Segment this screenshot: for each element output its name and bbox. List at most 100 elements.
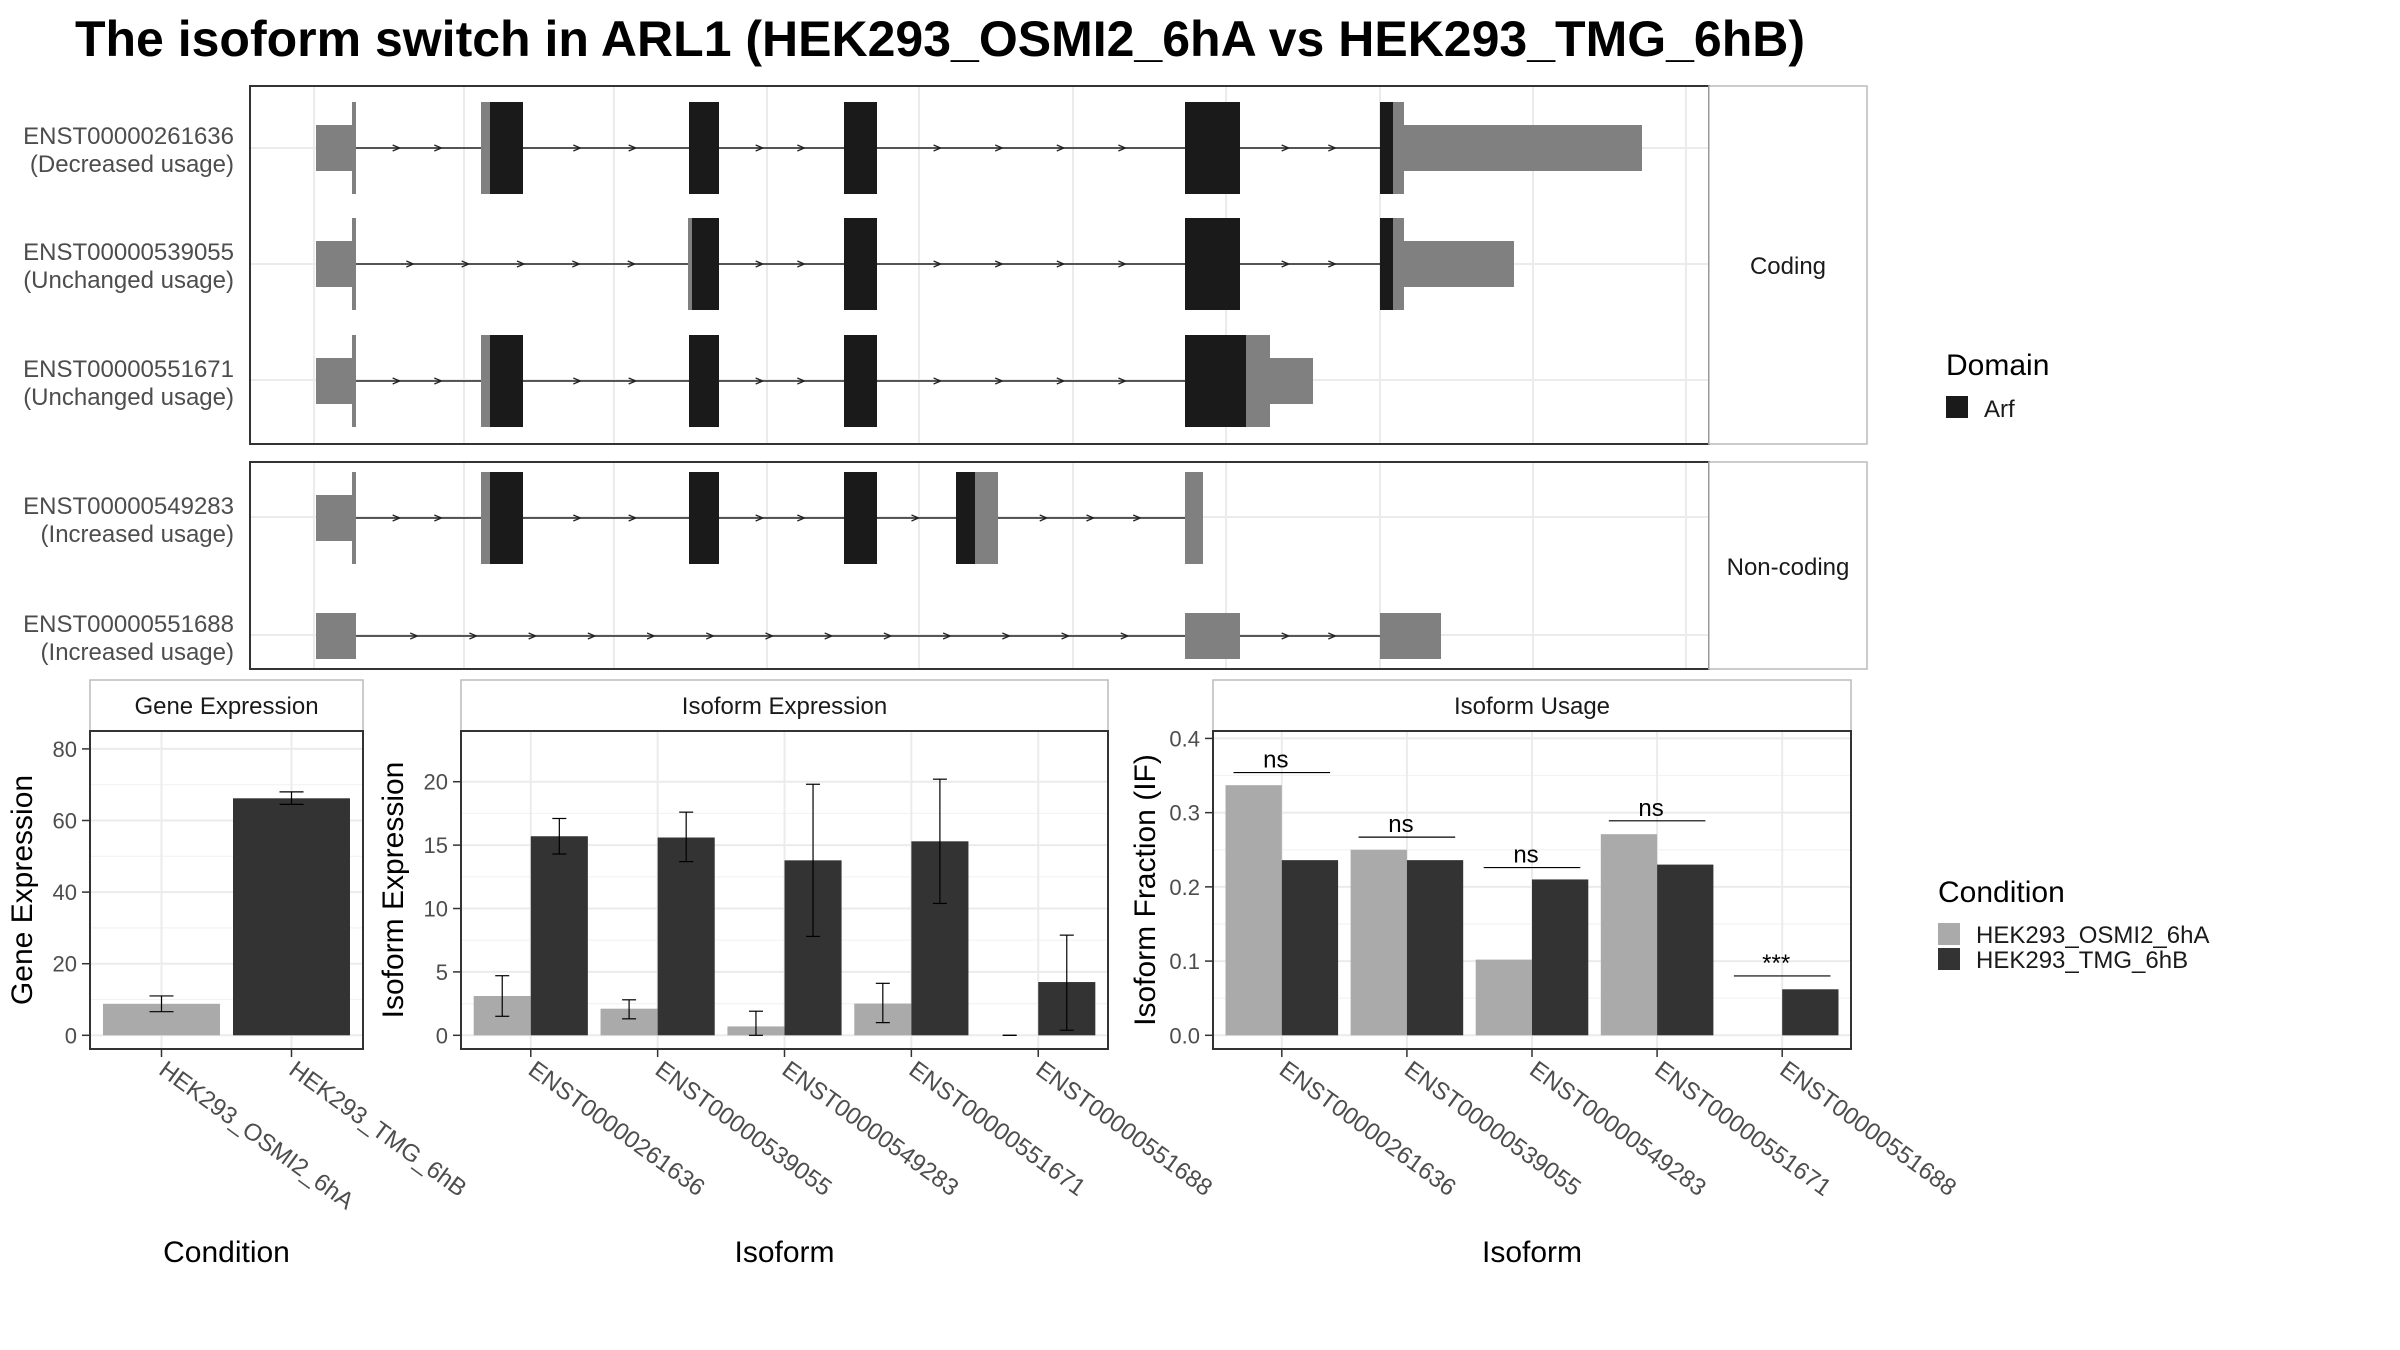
- exon-block: [352, 218, 356, 310]
- intron-direction-arrow: [406, 260, 415, 268]
- y-tick-label: 15: [424, 833, 448, 858]
- intron-direction-arrow: [392, 144, 402, 152]
- intron-direction-arrow: [1118, 144, 1128, 152]
- exon-block: [352, 335, 356, 427]
- coding-strip: [1708, 85, 1868, 445]
- condition-b-swatch: [1938, 948, 1960, 970]
- intron-direction-arrow: [392, 377, 402, 385]
- significance-label: ns: [1388, 811, 1413, 838]
- condition-a-swatch: [1938, 923, 1960, 945]
- y-axis-title: Isoform Expression: [377, 762, 410, 1019]
- arf-domain-exon: [1185, 102, 1240, 194]
- exon-block: [481, 472, 492, 564]
- y-tick-label: 0.0: [1169, 1023, 1200, 1048]
- exon-block: [1185, 613, 1240, 659]
- intron-direction-arrow: [797, 377, 806, 385]
- intron-direction-arrow: [1281, 144, 1291, 152]
- arf-domain-exon: [490, 335, 523, 427]
- intron-direction-arrow: [528, 632, 538, 640]
- arf-legend-swatch: [1946, 396, 1968, 418]
- intron-direction-arrow: [1118, 377, 1128, 385]
- arf-domain-exon: [689, 102, 719, 194]
- intron-direction-arrow: [1118, 260, 1128, 268]
- arf-domain-exon: [844, 218, 877, 310]
- y-tick-label: 80: [53, 737, 77, 762]
- bar: [1475, 959, 1532, 1036]
- significance-label: ***: [1762, 950, 1790, 977]
- arf-domain-exon: [692, 218, 719, 310]
- intron-direction-arrow: [1086, 514, 1096, 522]
- intron-direction-arrow: [434, 377, 443, 385]
- arf-domain-exon: [1185, 218, 1240, 310]
- arf-domain-exon: [844, 335, 877, 427]
- transcript-id-label: ENST00000549283: [23, 493, 234, 520]
- intron-direction-arrow: [942, 632, 952, 640]
- intron-direction-arrow: [572, 260, 581, 268]
- transcript-usage-label: (Increased usage): [41, 639, 234, 666]
- arf-domain-exon: [956, 472, 975, 564]
- significance-label: ns: [1638, 795, 1663, 822]
- panel-border: [89, 730, 364, 1050]
- intron-direction-arrow: [1281, 632, 1291, 640]
- x-axis-title: Isoform: [734, 1236, 834, 1269]
- domain-legend-title: Domain: [1946, 349, 2049, 382]
- intron-direction-arrow: [392, 514, 402, 522]
- exon-block: [688, 218, 692, 310]
- exon-block: [1185, 472, 1203, 564]
- intron-direction-arrow: [628, 514, 638, 522]
- y-tick-label: 0.3: [1169, 801, 1200, 826]
- y-tick-label: 20: [424, 770, 448, 795]
- figure-title: The isoform switch in ARL1 (HEK293_OSMI2…: [75, 11, 1805, 67]
- arf-domain-exon: [844, 102, 877, 194]
- intron-direction-arrow: [933, 260, 943, 268]
- intron-direction-arrow: [461, 260, 471, 268]
- exon-block: [316, 241, 356, 287]
- condition-b-label: HEK293_TMG_6hB: [1976, 947, 2188, 974]
- structure-plot: Coding Non-coding ENST00000261636(Decrea…: [23, 85, 1868, 670]
- intron-direction-arrow: [573, 377, 582, 385]
- exon-block: [481, 335, 492, 427]
- condition-legend: Condition HEK293_OSMI2_6hA HEK293_TMG_6h…: [1938, 876, 2209, 974]
- transcript-labels: ENST00000261636(Decreased usage) ENST0000…: [23, 123, 234, 666]
- intron-direction-arrow: [755, 144, 765, 152]
- intron-direction-arrow: [1281, 260, 1291, 268]
- arf-legend-label: Arf: [1984, 396, 2015, 423]
- y-tick-label: 5: [436, 960, 448, 985]
- arf-domain-exon: [1380, 102, 1393, 194]
- intron-direction-arrow: [933, 144, 943, 152]
- exon-block: [316, 358, 356, 404]
- exon-block: [316, 613, 356, 659]
- noncoding-strip: [1708, 461, 1868, 670]
- exon-block: [316, 495, 356, 541]
- intron-direction-arrow: [797, 260, 806, 268]
- intron-direction-arrow: [933, 377, 943, 385]
- exon-block: [1393, 102, 1404, 194]
- bar-charts: Gene Expression020406080HEK293_OSMI2_6hA…: [6, 679, 1961, 1269]
- arf-domain-exon: [844, 472, 877, 564]
- intron-direction-arrow: [755, 514, 765, 522]
- intron-direction-arrow: [434, 514, 443, 522]
- intron-direction-arrow: [628, 377, 638, 385]
- x-axis-title: Condition: [163, 1236, 290, 1269]
- transcript-usage-label: (Decreased usage): [30, 151, 234, 178]
- arf-domain-exon: [490, 102, 523, 194]
- bar: [1225, 785, 1282, 1036]
- y-tick-label: 0.2: [1169, 875, 1200, 900]
- intron-direction-arrow: [409, 632, 419, 640]
- y-tick-label: 0: [65, 1023, 77, 1048]
- condition-legend-title: Condition: [1938, 876, 2065, 909]
- intron-direction-arrow: [516, 260, 526, 268]
- intron-direction-arrow: [646, 632, 656, 640]
- intron-direction-arrow: [1132, 514, 1142, 522]
- exon-block: [1380, 613, 1441, 659]
- arf-domain-exon: [490, 472, 523, 564]
- intron-direction-arrow: [1056, 260, 1066, 268]
- transcript-tracks: [316, 102, 1642, 659]
- transcript-usage-label: (Increased usage): [41, 521, 234, 548]
- intron-direction-arrow: [1328, 260, 1337, 268]
- intron-direction-arrow: [824, 632, 834, 640]
- intron-direction-arrow: [628, 144, 638, 152]
- chart-panel-2: Isoform Expression05101520ENST0000026163…: [377, 679, 1217, 1269]
- intron-direction-arrow: [755, 377, 765, 385]
